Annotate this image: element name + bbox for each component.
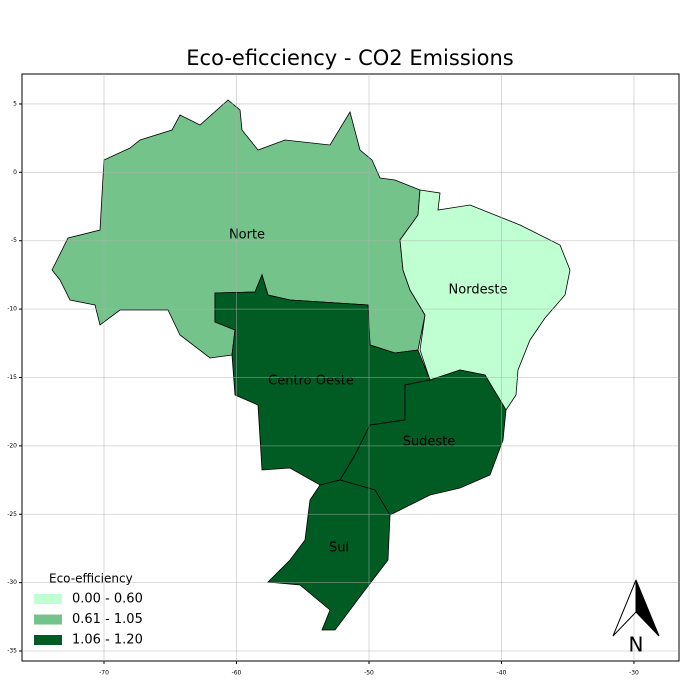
- region: [267, 479, 391, 631]
- north-label: N: [629, 633, 644, 657]
- plot-frame: [21, 73, 680, 662]
- legend-label: 0.00 - 0.60: [72, 592, 143, 607]
- y-tick-label: -20: [7, 442, 17, 449]
- y-tick-label: 5: [13, 100, 17, 107]
- region-label: Centro Oeste: [268, 374, 354, 389]
- legend-label: 0.61 - 1.05: [72, 612, 143, 627]
- region-label: Sul: [329, 541, 349, 556]
- y-tick-label: -30: [7, 579, 17, 586]
- x-tick-label: -60: [232, 670, 242, 677]
- y-tick-label: -15: [7, 374, 17, 381]
- north-arrow-left: [612, 579, 637, 637]
- legend-swatch: [34, 635, 62, 645]
- x-tick-label: -70: [99, 670, 109, 677]
- chart-title: Eco-eficciency - CO2 Emissions: [186, 46, 513, 70]
- x-tick-label: -40: [497, 670, 507, 677]
- legend: Eco-efficiency 0.00 - 0.60 0.61 - 1.05 1.06…: [34, 572, 143, 648]
- y-tick-label: -5: [11, 237, 17, 244]
- y-tick-label: -10: [7, 306, 17, 313]
- region: [339, 369, 507, 516]
- legend-swatch: [34, 614, 62, 625]
- legend-title: Eco-efficiency: [49, 572, 133, 586]
- legend-label: 1.06 - 1.20: [72, 633, 143, 648]
- region-label: Sudeste: [403, 435, 456, 450]
- y-tick-label: -35: [7, 648, 17, 655]
- region: [399, 189, 571, 411]
- north-arrow-right: [635, 579, 660, 637]
- legend-swatch: [34, 594, 62, 604]
- y-tick-label: -25: [7, 511, 17, 518]
- region-label: Norte: [229, 228, 265, 243]
- region-label: Nordeste: [449, 283, 508, 298]
- x-tick-label: -30: [629, 670, 639, 677]
- y-tick-label: 0: [13, 169, 17, 176]
- x-tick-label: -50: [364, 670, 374, 677]
